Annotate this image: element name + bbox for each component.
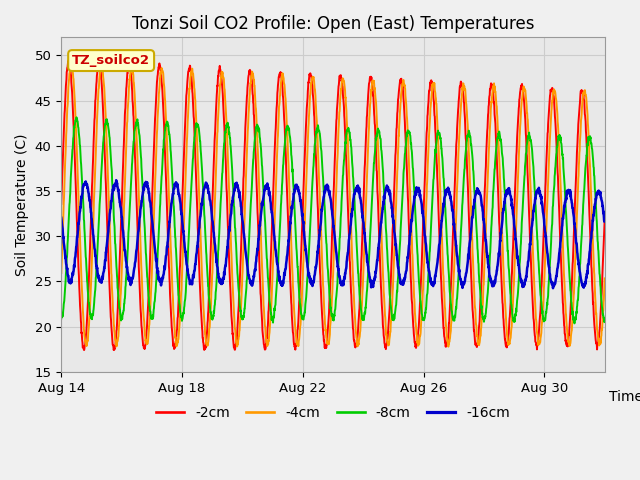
-2cm <box>110 347 118 353</box>
-2cm <box>586 212 593 218</box>
-16cm <box>586 251 593 257</box>
-8cm <box>586 136 593 142</box>
-16cm <box>58 215 65 221</box>
-2cm <box>58 201 65 207</box>
-8cm <box>85 303 93 309</box>
Line: -8cm: -8cm <box>61 117 605 324</box>
-16cm <box>113 177 120 183</box>
-4cm <box>586 154 593 160</box>
-8cm <box>601 319 609 325</box>
-8cm <box>307 198 315 204</box>
-8cm <box>586 134 593 140</box>
-4cm <box>601 276 609 281</box>
Line: -2cm: -2cm <box>61 60 605 350</box>
X-axis label: Time: Time <box>609 390 640 404</box>
-2cm <box>486 93 493 98</box>
-2cm <box>85 267 93 273</box>
-8cm <box>322 230 330 236</box>
-2cm <box>601 216 609 222</box>
Text: TZ_soilco2: TZ_soilco2 <box>72 54 150 67</box>
Title: Tonzi Soil CO2 Profile: Open (East) Temperatures: Tonzi Soil CO2 Profile: Open (East) Temp… <box>132 15 534 33</box>
-2cm <box>322 344 330 350</box>
-16cm <box>549 285 557 291</box>
-16cm <box>601 218 609 224</box>
-16cm <box>85 194 93 200</box>
Legend: -2cm, -4cm, -8cm, -16cm: -2cm, -4cm, -8cm, -16cm <box>150 400 515 425</box>
-4cm <box>322 327 330 333</box>
-4cm <box>586 146 593 152</box>
-16cm <box>586 256 593 262</box>
Line: -4cm: -4cm <box>61 62 605 347</box>
-2cm <box>308 78 316 84</box>
-8cm <box>486 265 493 271</box>
-4cm <box>67 59 75 65</box>
-16cm <box>486 272 493 277</box>
Line: -16cm: -16cm <box>61 180 605 288</box>
-4cm <box>445 344 452 349</box>
-4cm <box>307 81 315 86</box>
-4cm <box>486 131 493 136</box>
-8cm <box>73 114 81 120</box>
-16cm <box>322 184 330 190</box>
Y-axis label: Soil Temperature (C): Soil Temperature (C) <box>15 133 29 276</box>
-2cm <box>586 204 593 210</box>
-4cm <box>58 270 65 276</box>
-8cm <box>571 321 579 326</box>
-2cm <box>65 57 72 63</box>
-16cm <box>307 280 315 286</box>
-8cm <box>58 316 65 322</box>
-4cm <box>85 315 93 321</box>
